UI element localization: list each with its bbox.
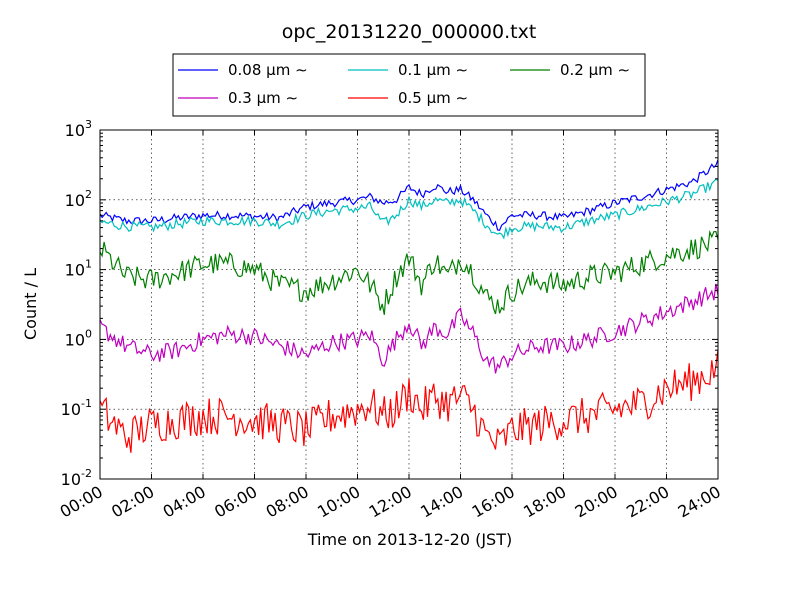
x-tick-label: 06:00 xyxy=(211,482,260,522)
series-lines xyxy=(99,159,719,453)
y-tick-label: 10-2 xyxy=(61,467,92,489)
y-axis-label: Count / L xyxy=(21,268,40,340)
x-tick-label: 02:00 xyxy=(108,482,157,522)
legend-box xyxy=(172,53,646,117)
legend-label: 0.2 μm ∼ xyxy=(560,61,630,79)
x-tick-labels: 00:00 02:00 04:00 06:00 08:00 10:00 12:00 14:00… xyxy=(57,482,724,522)
series-line xyxy=(99,159,719,231)
x-axis-label: Time on 2013-12-20 (JST) xyxy=(307,530,512,549)
grid xyxy=(100,130,718,479)
legend: 0.08 μm ∼ 0.1 μm ∼ 0.2 μm ∼ 0.3 μm ∼ 0.5 μm … xyxy=(172,53,646,117)
legend-items: 0.08 μm ∼ 0.1 μm ∼ 0.2 μm ∼ 0.3 μm ∼ 0.5 μm … xyxy=(178,61,630,107)
x-tick-label: 20:00 xyxy=(572,482,621,522)
y-tick-labels: 10-2 10-1 100 101 102 103 xyxy=(61,118,92,489)
y-tick-label: 103 xyxy=(65,118,92,140)
axis-ticks xyxy=(99,129,719,480)
x-tick-label: 12:00 xyxy=(366,482,415,522)
legend-label: 0.3 μm ∼ xyxy=(228,89,298,107)
y-tick-label: 102 xyxy=(65,188,92,210)
y-tick-label: 10-1 xyxy=(61,397,92,419)
legend-label: 0.5 μm ∼ xyxy=(398,89,468,107)
legend-label: 0.08 μm ∼ xyxy=(228,61,308,79)
y-tick-label: 101 xyxy=(65,258,92,280)
legend-label: 0.1 μm ∼ xyxy=(398,61,468,79)
series-line xyxy=(99,349,719,453)
x-tick-label: 24:00 xyxy=(675,482,724,522)
plot-frame xyxy=(99,129,719,480)
series-line xyxy=(99,229,719,315)
series-line xyxy=(99,283,719,374)
y-tick-label: 100 xyxy=(65,327,92,349)
x-tick-label: 04:00 xyxy=(160,482,209,522)
x-tick-label: 10:00 xyxy=(314,482,363,522)
series-line xyxy=(99,178,719,240)
x-tick-label: 08:00 xyxy=(263,482,312,522)
x-tick-label: 22:00 xyxy=(623,482,672,522)
x-tick-label: 18:00 xyxy=(520,482,569,522)
x-tick-label: 16:00 xyxy=(469,482,518,522)
chart-title: opc_20131220_000000.txt xyxy=(282,21,537,43)
x-tick-label: 14:00 xyxy=(417,482,466,522)
